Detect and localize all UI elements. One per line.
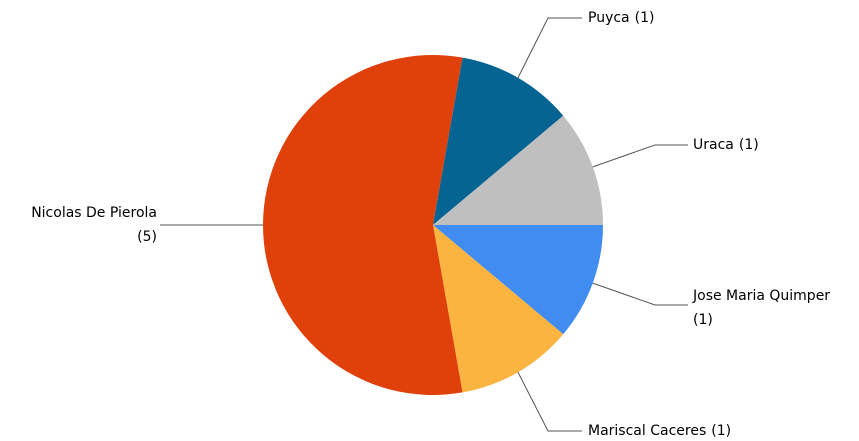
- leader-line: [592, 282, 688, 306]
- leader-line: [517, 371, 582, 432]
- slice-value: (1): [711, 423, 731, 439]
- leader-line: [592, 144, 688, 168]
- pie-slice: [263, 55, 463, 396]
- pie-slice: [433, 115, 603, 225]
- slice-value: (1): [739, 137, 759, 153]
- slice-label: Mariscal Caceres (1): [588, 423, 731, 439]
- slice-label: Nicolas De Pierola: [31, 205, 157, 221]
- slice-value: (1): [693, 312, 713, 328]
- pie-slice: [433, 225, 603, 335]
- pie-slice: [433, 57, 564, 225]
- leader-line: [517, 17, 582, 78]
- slice-value: (1): [635, 10, 655, 26]
- slice-label: Jose Maria Quimper: [692, 288, 830, 304]
- slice-name: Puyca: [588, 10, 630, 26]
- slice-name: Mariscal Caceres: [588, 423, 706, 439]
- slice-label: Uraca (1): [693, 137, 759, 153]
- slice-label: Puyca (1): [588, 10, 654, 26]
- slice-name: Uraca: [693, 137, 734, 153]
- pie-slice: [433, 225, 564, 393]
- slice-value: (5): [137, 229, 157, 245]
